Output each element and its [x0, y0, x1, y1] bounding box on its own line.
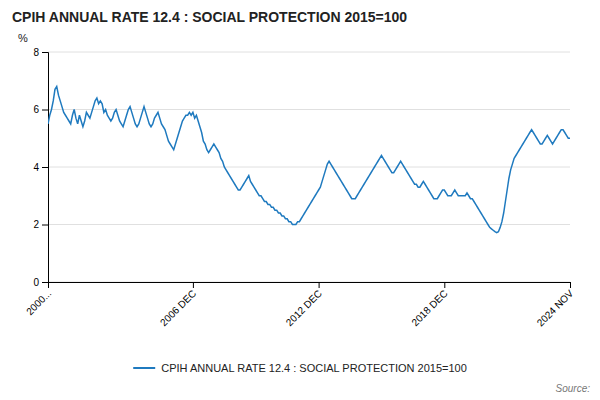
y-tick: 2: [33, 219, 48, 230]
x-tick-mark: [193, 282, 194, 288]
legend-swatch: [133, 367, 155, 369]
y-tick-mark: [42, 225, 48, 226]
legend-item: CPIH ANNUAL RATE 12.4 : SOCIAL PROTECTIO…: [133, 362, 467, 374]
axis-line: [49, 283, 571, 289]
x-tick-label: 2006 DEC: [158, 288, 198, 328]
y-tick-mark: [42, 282, 48, 283]
x-tick: 2000...: [24, 282, 53, 317]
chart: 0 2 4 6 8 2000... 2006 DEC 2012 DEC 2018 DEC 2024…: [0, 0, 600, 400]
legend-label: CPIH ANNUAL RATE 12.4 : SOCIAL PROTECTIO…: [161, 362, 467, 374]
y-tick: 6: [33, 104, 48, 115]
y-axis-label: %: [18, 32, 28, 44]
y-tick-mark: [42, 110, 48, 111]
plot-area: 0 2 4 6 8 2000... 2006 DEC 2012 DEC 2018 DEC 2024…: [24, 47, 576, 329]
y-tick-label: 2: [33, 219, 39, 230]
y-tick-label: 6: [33, 104, 39, 115]
y-tick: 0: [33, 277, 48, 288]
title: CPIH ANNUAL RATE 12.4 : SOCIAL PROTECTIO…: [12, 9, 407, 25]
grid-line: [48, 109, 570, 110]
y-tick-label: 8: [33, 47, 39, 58]
lines: [48, 87, 570, 233]
x-tick: 2012 DEC: [284, 282, 324, 328]
x-tick-mark: [48, 282, 49, 288]
annotation: Source:: [556, 383, 591, 394]
y-tick: 4: [33, 162, 48, 173]
chart-container: 0 2 4 6 8 2000... 2006 DEC 2012 DEC 2018 DEC 2024…: [0, 0, 600, 400]
axis-line: [42, 53, 49, 283]
y-tick-mark: [42, 52, 48, 53]
y-tick-label: 4: [33, 162, 39, 173]
x-tick-mark: [319, 282, 320, 288]
grid-line: [48, 167, 570, 168]
y-axis: 0 2 4 6 8: [33, 47, 48, 288]
x-tick: 2018 DEC: [409, 282, 449, 328]
grid-line: [48, 224, 570, 225]
x-tick-label: 2024 NOV: [535, 287, 576, 328]
x-tick: 2024 NOV: [535, 282, 576, 328]
y-tick: 8: [33, 47, 48, 58]
series-line: [48, 87, 570, 233]
y-tick-label: 0: [33, 277, 39, 288]
x-tick-mark: [570, 282, 571, 288]
y-tick-mark: [42, 167, 48, 168]
x-tick-label: 2012 DEC: [284, 288, 324, 328]
x-tick-label: 2018 DEC: [409, 288, 449, 328]
x-axis: 2000... 2006 DEC 2012 DEC 2018 DEC 2024 NOV: [24, 282, 576, 328]
x-tick-label: 2000...: [24, 288, 53, 317]
x-tick-mark: [444, 282, 445, 288]
grid: [48, 52, 570, 282]
x-tick: 2006 DEC: [158, 282, 198, 328]
legend: CPIH ANNUAL RATE 12.4 : SOCIAL PROTECTIO…: [133, 362, 467, 374]
grid-line: [48, 52, 570, 53]
